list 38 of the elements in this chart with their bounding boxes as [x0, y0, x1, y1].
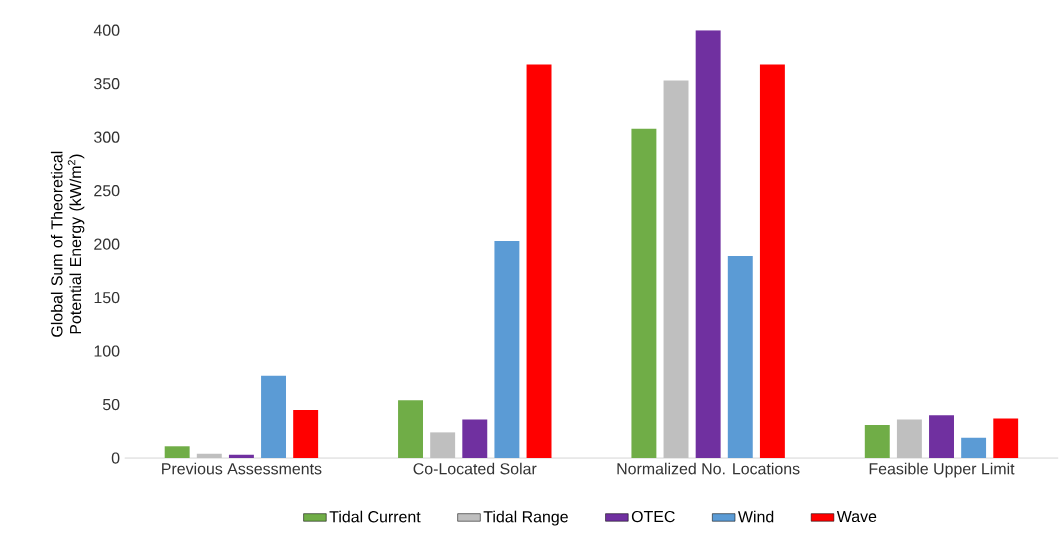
x-tick-label: Previous Assessments — [162, 462, 322, 475]
y-tick-label: 300 — [94, 131, 120, 143]
x-tick-label: Normalized No. Locations — [617, 462, 800, 475]
legend-label: Tidal Range — [483, 510, 568, 526]
legend-label: Wave — [836, 510, 877, 523]
bar — [631, 128, 657, 459]
bar — [526, 64, 552, 459]
bar — [663, 80, 689, 459]
y-tick-label: 150 — [94, 291, 120, 304]
legend-label: OTEC — [631, 510, 675, 523]
y-tick-label: 250 — [94, 184, 120, 197]
bar — [993, 418, 1019, 459]
bar — [929, 415, 954, 459]
bar — [430, 432, 456, 459]
y-tick-label: 350 — [94, 78, 120, 90]
bar — [864, 424, 890, 459]
y-tick-label: 50 — [102, 398, 120, 411]
legend-label: Tidal Current — [329, 510, 421, 523]
bar — [759, 64, 785, 459]
bar — [727, 255, 753, 459]
bar — [896, 419, 922, 459]
bar — [196, 453, 222, 459]
bar — [961, 437, 987, 459]
y-tick-label: 200 — [94, 238, 120, 250]
y-tick-label: 0 — [111, 452, 120, 464]
bar — [293, 409, 319, 459]
y-tick-label: 400 — [93, 24, 120, 36]
x-tick-label: Co-Located Solar — [413, 462, 537, 475]
bar — [494, 240, 520, 459]
bar — [228, 454, 254, 459]
bar — [398, 400, 424, 459]
bar — [462, 419, 488, 459]
y-tick-label: 100 — [94, 345, 120, 357]
legend-label: Wind — [738, 510, 774, 523]
bar — [695, 30, 721, 459]
bar — [261, 375, 287, 459]
bar — [164, 446, 190, 459]
x-tick-label: Feasible Upper Limit — [869, 462, 1015, 478]
